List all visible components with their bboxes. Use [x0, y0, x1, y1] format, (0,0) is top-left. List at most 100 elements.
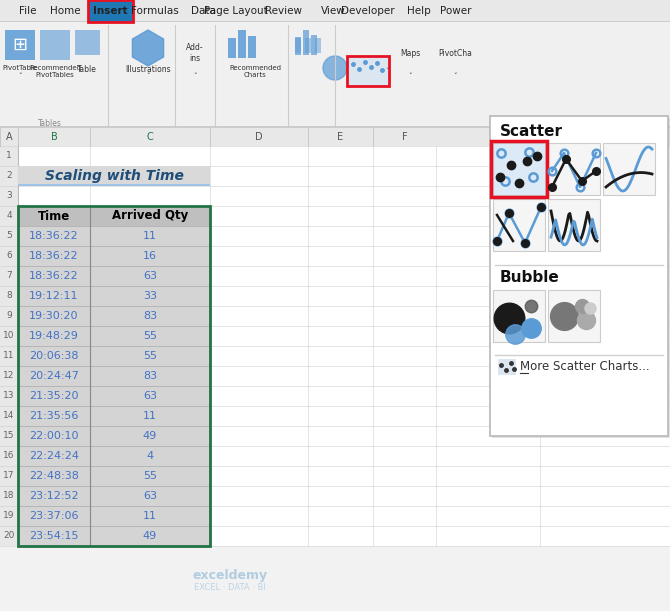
Bar [18, 184, 210, 186]
Text: 49: 49 [143, 431, 157, 441]
Bar [18, 266, 210, 286]
Bar [491, 141, 547, 197]
Text: Formulas: Formulas [131, 6, 179, 16]
Bar [0, 126, 670, 128]
Text: 63: 63 [143, 491, 157, 501]
Text: 55: 55 [143, 331, 157, 341]
Text: 21:35:56: 21:35:56 [29, 411, 78, 421]
Text: Add-
ins: Add- ins [186, 43, 204, 63]
Text: 1: 1 [6, 152, 12, 161]
Text: E: E [338, 132, 344, 142]
Text: 20:06:38: 20:06:38 [29, 351, 79, 361]
Text: PivotTable: PivotTable [3, 65, 38, 71]
Bar [18, 406, 210, 426]
Text: 18:36:22: 18:36:22 [29, 231, 79, 241]
Text: 15: 15 [3, 431, 15, 441]
Text: ˇ: ˇ [453, 73, 457, 79]
Text: Home: Home [50, 6, 80, 16]
Bar [18, 526, 210, 546]
Text: 11: 11 [143, 511, 157, 521]
Text: View: View [321, 6, 345, 16]
Text: Scatter: Scatter [500, 125, 563, 139]
Text: B: B [51, 132, 58, 142]
Text: Illustrations: Illustrations [125, 65, 171, 74]
Text: Table: Table [77, 65, 97, 74]
Text: 6: 6 [6, 252, 12, 260]
Bar [548, 199, 600, 251]
Bar [18, 326, 210, 346]
Text: 18: 18 [3, 491, 15, 500]
Bar [89, 1, 132, 21]
Bar [18, 506, 210, 526]
Bar [303, 30, 309, 55]
Bar [0, 0, 670, 22]
Polygon shape [133, 30, 163, 66]
Bar [18, 206, 210, 226]
Bar [315, 38, 321, 53]
Bar [18, 226, 210, 246]
Text: ˇ: ˇ [408, 73, 412, 79]
Text: 33: 33 [143, 291, 157, 301]
Text: ˇ: ˇ [193, 73, 197, 79]
Bar [18, 286, 210, 306]
Text: 3: 3 [6, 191, 12, 200]
Text: 83: 83 [143, 371, 157, 381]
Bar [0, 22, 670, 128]
Text: Recommended
PivotTables: Recommended PivotTables [29, 65, 81, 78]
Text: 22:48:38: 22:48:38 [29, 471, 79, 481]
Text: ⊞: ⊞ [13, 36, 27, 54]
Bar [18, 466, 210, 486]
Bar [347, 56, 389, 86]
Text: Scaling with Time: Scaling with Time [45, 169, 184, 183]
Text: 23:12:52: 23:12:52 [29, 491, 79, 501]
Text: 18:36:22: 18:36:22 [29, 251, 79, 261]
Bar [295, 38, 301, 53]
Text: 14: 14 [3, 411, 15, 420]
Text: Recommended
Charts: Recommended Charts [229, 65, 281, 78]
Text: File: File [19, 6, 37, 16]
Text: F: F [402, 132, 407, 142]
Text: 55: 55 [143, 351, 157, 361]
Text: 11: 11 [3, 351, 15, 360]
Text: PivotCha: PivotCha [438, 48, 472, 57]
Bar [493, 290, 545, 342]
Text: 9: 9 [6, 312, 12, 321]
Text: 16: 16 [143, 251, 157, 261]
Text: 10: 10 [3, 332, 15, 340]
Bar [548, 143, 600, 195]
Text: 20: 20 [3, 532, 15, 541]
Bar [0, 21, 670, 22]
Bar [493, 143, 545, 195]
Text: 63: 63 [143, 391, 157, 401]
Text: 5: 5 [6, 232, 12, 241]
Bar [40, 30, 70, 60]
Bar [18, 386, 210, 406]
Text: 18:36:22: 18:36:22 [29, 271, 79, 281]
Text: 83: 83 [143, 311, 157, 321]
Text: 11: 11 [143, 411, 157, 421]
Text: 2: 2 [6, 172, 12, 180]
Bar [18, 166, 210, 186]
Text: Review: Review [265, 6, 302, 16]
Text: Page Layout: Page Layout [204, 6, 268, 16]
Text: 55: 55 [143, 471, 157, 481]
Text: ˇ: ˇ [385, 68, 389, 74]
Bar [248, 36, 256, 58]
Bar [305, 38, 311, 53]
Bar [238, 30, 246, 58]
Bar [18, 366, 210, 386]
Text: 63: 63 [143, 271, 157, 281]
Text: D: D [255, 132, 263, 142]
Bar [18, 306, 210, 326]
Bar [18, 146, 670, 546]
Text: 7: 7 [6, 271, 12, 280]
Text: More Scatter Charts...: More Scatter Charts... [520, 360, 650, 373]
Text: EXCEL · DATA · BI: EXCEL · DATA · BI [194, 584, 266, 593]
Text: 20:24:47: 20:24:47 [29, 371, 79, 381]
Text: 19:12:11: 19:12:11 [29, 291, 79, 301]
Text: 4: 4 [6, 211, 12, 221]
Bar [348, 57, 388, 85]
Text: Data: Data [190, 6, 216, 16]
Text: C: C [147, 132, 153, 142]
Text: 12: 12 [3, 371, 15, 381]
